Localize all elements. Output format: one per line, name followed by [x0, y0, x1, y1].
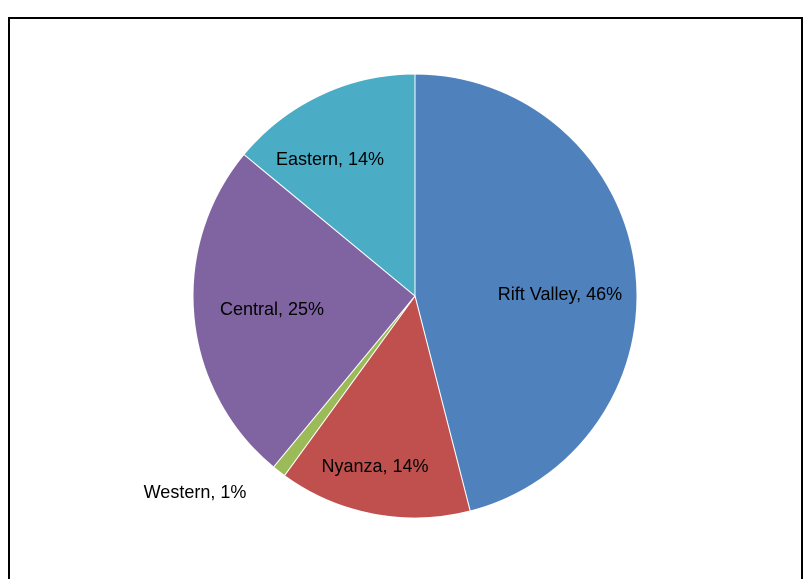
- data-label: Western, 1%: [144, 482, 247, 502]
- data-label: Nyanza, 14%: [321, 456, 428, 476]
- data-label: Rift Valley, 46%: [498, 284, 622, 304]
- data-label: Central, 25%: [220, 299, 324, 319]
- pie-slice: [283, 294, 471, 519]
- pie-slice: [414, 73, 638, 512]
- pie-slice: [243, 73, 416, 298]
- data-label: Eastern, 14%: [276, 149, 384, 169]
- pie-slice: [192, 153, 416, 468]
